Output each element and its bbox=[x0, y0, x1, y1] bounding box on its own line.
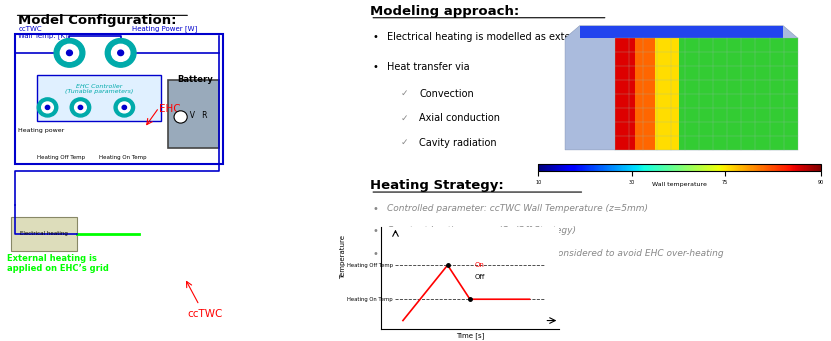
Text: Convection: Convection bbox=[419, 89, 474, 99]
Polygon shape bbox=[565, 26, 798, 150]
Text: Heating power: Heating power bbox=[18, 128, 65, 133]
Circle shape bbox=[70, 98, 91, 117]
Text: Battery: Battery bbox=[177, 75, 213, 84]
Text: Heating Strategy:: Heating Strategy: bbox=[371, 179, 504, 192]
Text: EHC Controller
(Tunable parameters): EHC Controller (Tunable parameters) bbox=[65, 84, 133, 94]
Text: •: • bbox=[372, 249, 378, 260]
Circle shape bbox=[66, 50, 72, 56]
Text: Steel melting point (EHC’s wall) was considered to avoid EHC over-heating: Steel melting point (EHC’s wall) was con… bbox=[386, 249, 723, 258]
Text: Heat transfer via: Heat transfer via bbox=[386, 62, 470, 72]
Text: Heating Off Temp: Heating Off Temp bbox=[347, 263, 392, 268]
Text: Off: Off bbox=[475, 274, 484, 280]
FancyBboxPatch shape bbox=[15, 34, 223, 164]
Text: •: • bbox=[372, 62, 378, 72]
Text: Heating On Temp: Heating On Temp bbox=[99, 155, 146, 160]
Circle shape bbox=[46, 105, 50, 109]
Text: ✓: ✓ bbox=[401, 114, 408, 122]
Circle shape bbox=[54, 39, 85, 67]
Text: Constant heating power (On/Off Strategy): Constant heating power (On/Off Strategy) bbox=[386, 226, 576, 235]
Text: •: • bbox=[372, 32, 378, 42]
Text: Electrical heating is modelled as external heating source: Electrical heating is modelled as extern… bbox=[386, 32, 665, 42]
Text: EHC: EHC bbox=[159, 104, 180, 114]
FancyBboxPatch shape bbox=[37, 75, 161, 121]
Polygon shape bbox=[656, 38, 679, 150]
Text: On: On bbox=[475, 262, 484, 268]
Text: Heating On Temp: Heating On Temp bbox=[347, 297, 392, 302]
Circle shape bbox=[37, 98, 58, 117]
Text: Heating Off Temp: Heating Off Temp bbox=[37, 155, 85, 160]
Text: ✓: ✓ bbox=[401, 89, 408, 98]
Text: Wall temperature: Wall temperature bbox=[652, 181, 707, 187]
Text: ccTWC
Wall Temp. [K]: ccTWC Wall Temp. [K] bbox=[18, 26, 68, 39]
FancyBboxPatch shape bbox=[11, 217, 76, 251]
Text: Cavity radiation: Cavity radiation bbox=[419, 138, 497, 148]
Circle shape bbox=[122, 105, 126, 109]
Polygon shape bbox=[580, 26, 783, 38]
Polygon shape bbox=[635, 38, 656, 150]
Text: Time [s]: Time [s] bbox=[455, 332, 484, 339]
Text: Controlled parameter: ccTWC Wall Temperature (z=5mm): Controlled parameter: ccTWC Wall Tempera… bbox=[386, 204, 647, 212]
Circle shape bbox=[106, 39, 136, 67]
Circle shape bbox=[75, 102, 86, 113]
Text: Temperature: Temperature bbox=[341, 235, 347, 279]
Circle shape bbox=[119, 102, 130, 113]
Text: ccTWC: ccTWC bbox=[187, 309, 223, 318]
Text: + V   R: + V R bbox=[180, 112, 207, 120]
Text: •: • bbox=[372, 204, 378, 213]
Circle shape bbox=[42, 102, 53, 113]
Text: +: + bbox=[178, 114, 184, 120]
Text: •: • bbox=[372, 226, 378, 236]
Text: ✓: ✓ bbox=[401, 138, 408, 147]
Circle shape bbox=[78, 105, 82, 109]
Circle shape bbox=[174, 111, 187, 123]
Circle shape bbox=[118, 50, 124, 56]
Circle shape bbox=[61, 44, 79, 61]
Text: Heating Power [W]: Heating Power [W] bbox=[131, 26, 197, 32]
Polygon shape bbox=[679, 38, 798, 150]
Text: Model Configuration:: Model Configuration: bbox=[18, 14, 177, 27]
Text: Modeling approach:: Modeling approach: bbox=[371, 5, 519, 18]
FancyBboxPatch shape bbox=[168, 80, 219, 148]
Circle shape bbox=[114, 98, 135, 117]
Circle shape bbox=[111, 44, 130, 61]
Text: Axial conduction: Axial conduction bbox=[419, 114, 500, 123]
Polygon shape bbox=[615, 38, 635, 150]
Text: External heating is
applied on EHC’s grid: External heating is applied on EHC’s gri… bbox=[7, 254, 109, 273]
Text: Electrical heating: Electrical heating bbox=[20, 231, 68, 236]
